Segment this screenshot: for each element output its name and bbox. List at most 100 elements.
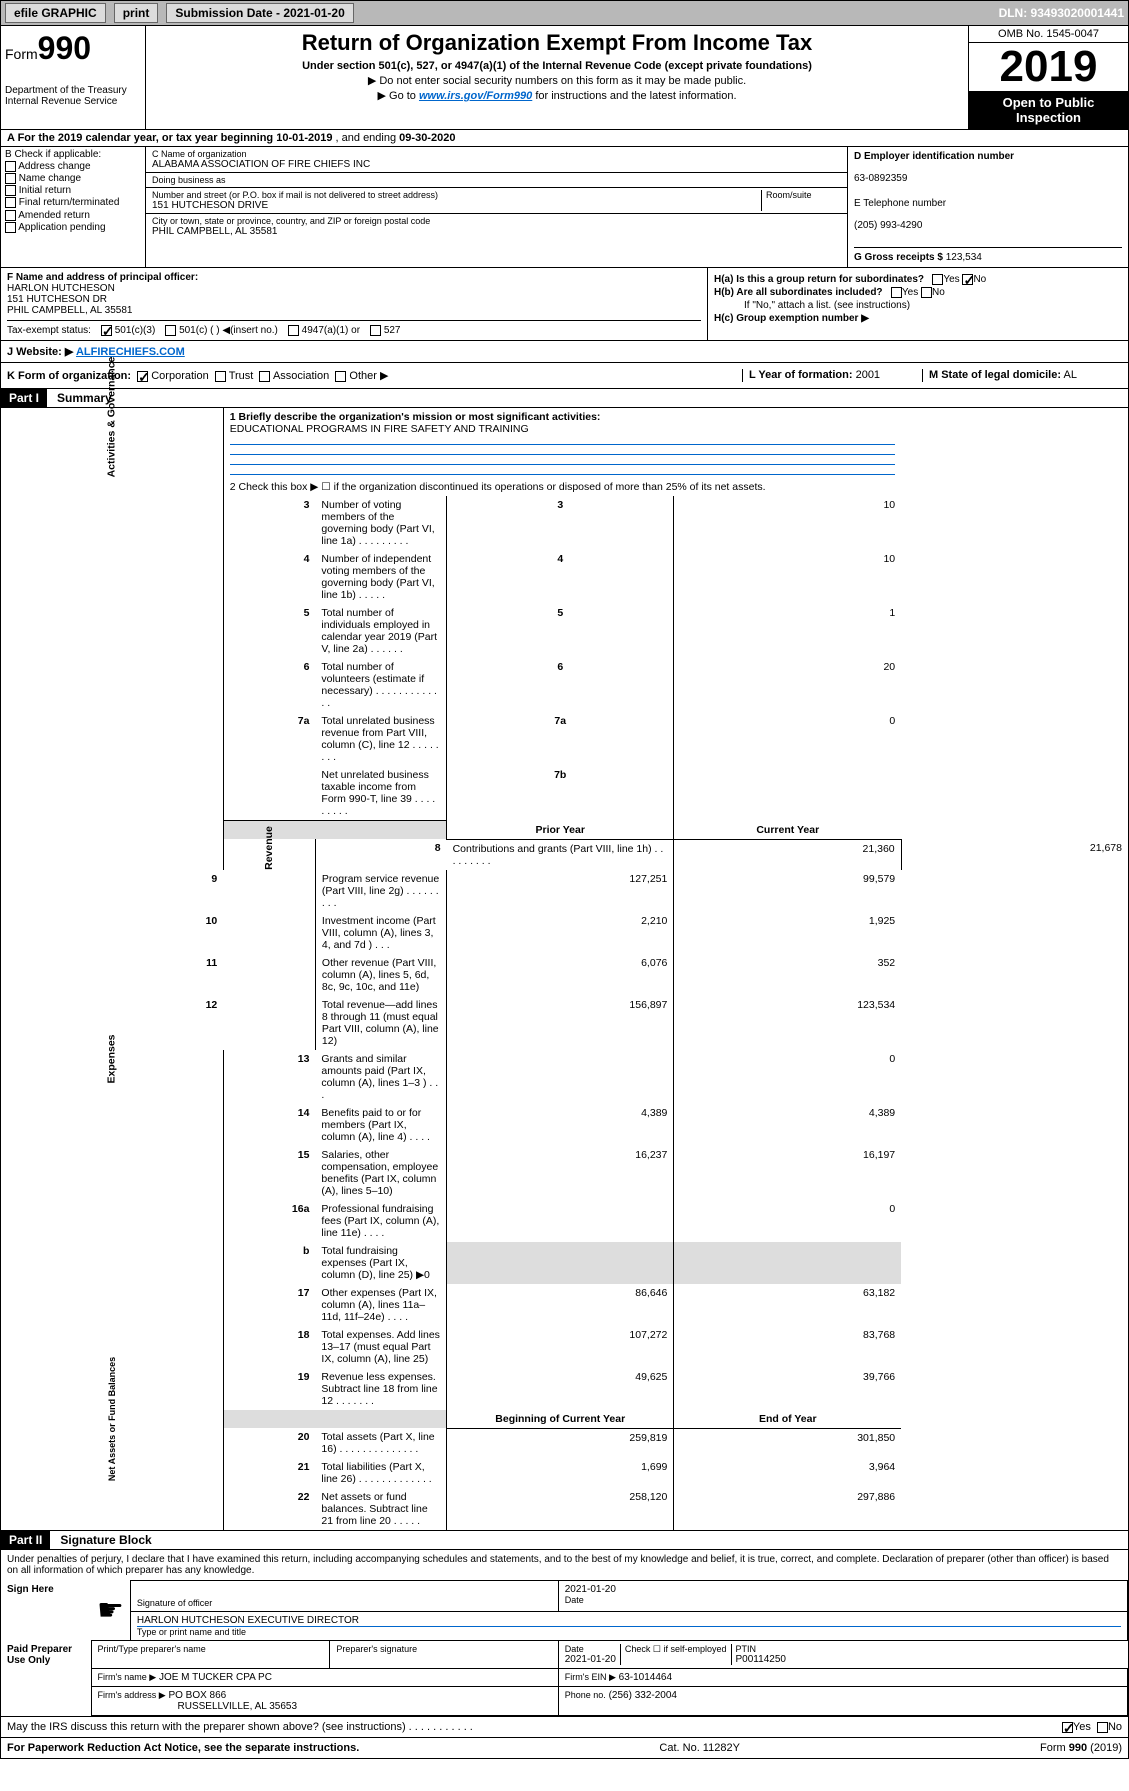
- firm-name-label: Firm's name ▶: [98, 1672, 157, 1682]
- sign-arrow: ☛: [91, 1581, 130, 1641]
- box-f-label: F Name and address of principal officer:: [7, 272, 198, 283]
- chk-address[interactable]: Address change: [5, 161, 141, 172]
- officer-addr1: 151 HUTCHESON DR: [7, 294, 107, 305]
- firm-name: JOE M TUCKER CPA PC: [159, 1672, 272, 1683]
- efile-button[interactable]: efile GRAPHIC: [5, 3, 106, 23]
- l4-t: Number of independent voting members of …: [315, 550, 446, 604]
- l15-p: 16,237: [447, 1146, 674, 1200]
- period-row: A For the 2019 calendar year, or tax yea…: [0, 130, 1129, 147]
- l17-c: 63,182: [674, 1284, 901, 1326]
- chk-4947[interactable]: 4947(a)(1) or: [288, 325, 360, 336]
- chk-name[interactable]: Name change: [5, 173, 141, 184]
- l21-n: 21: [223, 1458, 315, 1488]
- print-button[interactable]: print: [114, 3, 159, 23]
- chk-initial[interactable]: Initial return: [5, 185, 141, 196]
- l7b-v: [674, 766, 901, 821]
- l19-n: 19: [223, 1368, 315, 1410]
- box-h: H(a) Is this a group return for subordin…: [708, 268, 1128, 340]
- l16b-t: Total fundraising expenses (Part IX, col…: [315, 1242, 446, 1284]
- firm-phone: (256) 332-2004: [609, 1690, 677, 1701]
- org-name: ALABAMA ASSOCIATION OF FIRE CHIEFS INC: [152, 159, 841, 170]
- th-prior: Prior Year: [447, 821, 674, 840]
- l16a-p: [447, 1200, 674, 1242]
- chk-amended[interactable]: Amended return: [5, 210, 141, 221]
- l9-n: 9: [1, 870, 224, 912]
- line1-label: 1 Briefly describe the organization's mi…: [230, 411, 601, 423]
- tax-year: 2019: [969, 43, 1128, 91]
- goto-post: for instructions and the latest informat…: [532, 90, 736, 102]
- l19-c: 39,766: [674, 1368, 901, 1410]
- l5-t: Total number of individuals employed in …: [315, 604, 446, 658]
- chk-pending[interactable]: Application pending: [5, 222, 141, 233]
- l8-t: Contributions and grants (Part VIII, lin…: [447, 839, 674, 870]
- l3-v: 10: [674, 496, 901, 550]
- l19-p: 49,625: [447, 1368, 674, 1410]
- prep-check: Check ☐ if self-employed: [625, 1644, 727, 1655]
- l18-c: 83,768: [674, 1326, 901, 1368]
- l7a-n: 7a: [223, 712, 315, 766]
- prep-date-label: Date: [565, 1644, 616, 1654]
- footer: For Paperwork Reduction Act Notice, see …: [0, 1738, 1129, 1759]
- l16b-p: [447, 1242, 674, 1284]
- h-b: H(b) Are all subordinates included? Yes …: [714, 287, 1122, 298]
- firm-ein-label: Firm's EIN ▶: [565, 1672, 616, 1682]
- h-c: H(c) Group exemption number ▶: [714, 313, 1122, 324]
- form-number: Form990: [5, 30, 141, 67]
- l18-p: 107,272: [447, 1326, 674, 1368]
- footer-right: Form 990 (2019): [1040, 1742, 1122, 1754]
- l10-p: 2,210: [447, 912, 674, 954]
- dept-label: Department of the Treasury Internal Reve…: [5, 85, 141, 107]
- prep-name-label: Print/Type preparer's name: [98, 1644, 324, 1654]
- l14-p: 4,389: [447, 1104, 674, 1146]
- l6-t: Total number of volunteers (estimate if …: [315, 658, 446, 712]
- l17-p: 86,646: [447, 1284, 674, 1326]
- side-expenses: Expenses: [1, 1050, 224, 1410]
- chk-corp[interactable]: Corporation: [137, 370, 209, 382]
- chk-other[interactable]: Other ▶: [335, 370, 388, 382]
- l15-c: 16,197: [674, 1146, 901, 1200]
- firm-phone-label: Phone no.: [565, 1690, 606, 1700]
- l12-p: 156,897: [447, 996, 674, 1050]
- irs-link[interactable]: www.irs.gov/Form990: [419, 90, 532, 102]
- net-shaded: [223, 1410, 446, 1429]
- firm-addr1: PO BOX 866: [168, 1690, 226, 1701]
- phone-cell: E Telephone number (205) 993-4290: [854, 196, 1122, 233]
- officer-addr2: PHIL CAMPBELL, AL 35581: [7, 305, 132, 316]
- dln-label: DLN: 93493020001441: [999, 6, 1124, 20]
- website-link[interactable]: ALFIRECHIEFS.COM: [76, 346, 185, 358]
- form-title: Return of Organization Exempt From Incom…: [154, 30, 960, 56]
- declaration: Under penalties of perjury, I declare th…: [1, 1550, 1128, 1580]
- l5-n: 5: [223, 604, 315, 658]
- l12-t: Total revenue—add lines 8 through 11 (mu…: [315, 996, 446, 1050]
- chk-trust[interactable]: Trust: [215, 370, 254, 382]
- chk-527[interactable]: 527: [370, 325, 400, 336]
- gov-shaded: [223, 821, 446, 840]
- ptin-label: PTIN: [736, 1644, 786, 1654]
- part2-header: Part II Signature Block: [0, 1531, 1129, 1550]
- chk-assoc[interactable]: Association: [259, 370, 329, 382]
- ptin-val: P00114250: [736, 1654, 786, 1665]
- chk-501c3[interactable]: 501(c)(3): [101, 325, 155, 336]
- city-label: City or town, state or province, country…: [152, 216, 841, 226]
- firm-name-cell: Firm's name ▶ JOE M TUCKER CPA PC: [91, 1669, 558, 1687]
- officer-name: HARLON HUTCHESON: [7, 283, 115, 294]
- ein-cell: D Employer identification number 63-0892…: [854, 149, 1122, 186]
- l14-n: 14: [223, 1104, 315, 1146]
- l16a-t: Professional fundraising fees (Part IX, …: [315, 1200, 446, 1242]
- period-pre: A For the 2019 calendar year, or tax yea…: [7, 132, 276, 144]
- part2-badge: Part II: [1, 1531, 50, 1549]
- l6-v: 20: [674, 658, 901, 712]
- l7b-b: 7b: [447, 766, 674, 821]
- l4-n: 4: [223, 550, 315, 604]
- paid-preparer: Paid Preparer Use Only: [1, 1641, 91, 1716]
- form-header: Form990 Department of the Treasury Inter…: [0, 26, 1129, 130]
- gross-cell: G Gross receipts $ 123,534: [854, 247, 1122, 265]
- side-net: Net Assets or Fund Balances: [1, 1410, 224, 1531]
- box-b-title: B Check if applicable:: [5, 149, 141, 160]
- chk-final[interactable]: Final return/terminated: [5, 197, 141, 208]
- l10-t: Investment income (Part VIII, column (A)…: [315, 912, 446, 954]
- sign-here: Sign Here: [1, 1581, 91, 1641]
- goto-pre: ▶ Go to: [378, 90, 419, 102]
- chk-501c[interactable]: 501(c) ( ) ◀(insert no.): [165, 325, 278, 336]
- l22-p: 258,120: [447, 1488, 674, 1531]
